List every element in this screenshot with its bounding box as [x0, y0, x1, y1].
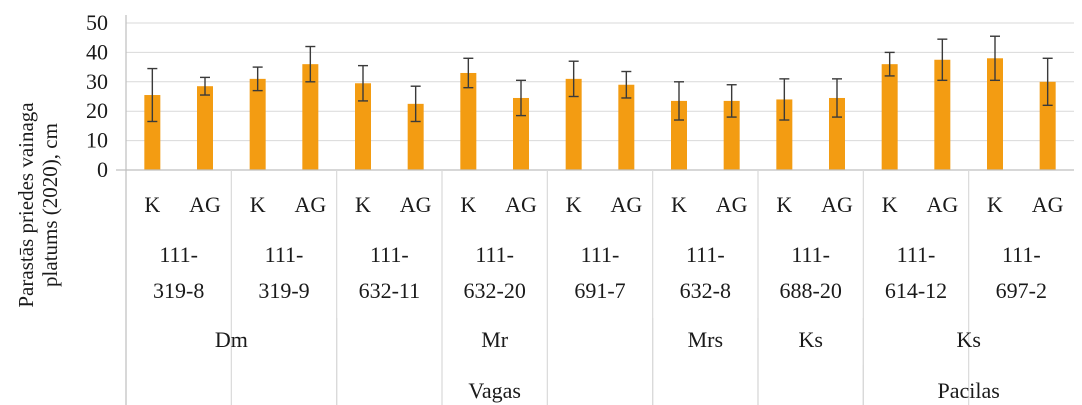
error-bar-9	[568, 60, 579, 98]
bar-11	[671, 100, 687, 170]
bar-3	[249, 78, 266, 170]
y-tick-label: 30	[86, 69, 108, 94]
error-bar-10	[621, 70, 632, 99]
x-tick-label: K	[355, 192, 371, 217]
error-bar-1	[147, 67, 158, 123]
error-bar-11	[674, 81, 684, 121]
error-bar-14	[832, 78, 842, 118]
x-tick-label: K	[987, 192, 1003, 217]
bar-16	[934, 59, 951, 170]
y-axis-ticks: 0 10 20 30 40 50	[86, 10, 108, 182]
error-bar-17	[990, 35, 1000, 82]
x-tick-label: AG	[610, 192, 642, 217]
x-tick-label: K	[250, 192, 266, 217]
y-tick-label: 40	[86, 39, 108, 64]
forest-type-label-4: Ks	[798, 327, 822, 352]
gridlines	[126, 22, 1074, 142]
y-axis-label-line-1: Parastās priedes vainaga	[14, 102, 38, 308]
clone-label-5: 111-691-7	[574, 242, 625, 303]
forest-type-label-3: Mrs	[688, 327, 723, 352]
error-bar-2	[200, 76, 210, 96]
x-tick-label: K	[144, 192, 160, 217]
bar-17	[987, 58, 1003, 170]
x-tick-label: AG	[926, 192, 958, 217]
bar-4	[302, 64, 319, 170]
error-bar-4	[305, 45, 316, 83]
y-axis-label-line-2: platums (2020), cm	[38, 123, 62, 287]
y-tick-label: 20	[86, 98, 108, 123]
x-tick-label: K	[566, 192, 582, 217]
bars	[144, 58, 1056, 170]
bar-1	[144, 95, 161, 170]
error-bar-18	[1042, 57, 1053, 107]
x-tick-label: K	[776, 192, 792, 217]
error-bar-6	[410, 85, 421, 123]
region-label-1: Vagas	[468, 378, 521, 403]
bar-18	[1039, 81, 1056, 170]
y-tick-label: 0	[97, 157, 108, 182]
bar-10	[618, 84, 635, 170]
region-label-2: Pacilas	[938, 378, 1000, 403]
bar-2	[197, 86, 213, 170]
y-axis-label: Parastās priedes vainaga platums (2020), …	[14, 102, 62, 308]
y-tick-label: 10	[86, 128, 108, 153]
x-tick-label: AG	[821, 192, 853, 217]
error-bar-12	[726, 84, 737, 118]
clone-label-4: 111-632-20	[464, 242, 526, 303]
clone-label-9: 111-697-2	[996, 242, 1047, 303]
x-tick-label: K	[671, 192, 687, 217]
error-bar-15	[884, 51, 895, 77]
clone-label-2: 111-319-9	[258, 242, 309, 303]
forest-type-label-1: Dm	[215, 327, 248, 352]
error-bar-3	[252, 66, 263, 92]
bar-5	[355, 83, 371, 170]
y-tick-label: 50	[86, 10, 108, 35]
bar-13	[776, 99, 793, 170]
error-bar-8	[516, 79, 526, 117]
x-axis-categories: K AG K AG K AG K AG K AG K AG K AG K AG K AG	[144, 192, 1063, 217]
bar-15	[881, 64, 898, 170]
forest-type-label-5: Ks	[956, 327, 980, 352]
clone-label-3: 111-632-11	[359, 242, 421, 303]
forest-type-label-2: Mr	[481, 327, 509, 352]
error-bar-7	[463, 57, 474, 89]
x-tick-label: K	[882, 192, 898, 217]
x-tick-label: AG	[505, 192, 537, 217]
error-bar-13	[779, 78, 790, 121]
bar-12	[723, 100, 740, 170]
x-tick-label: AG	[1032, 192, 1064, 217]
clone-label-8: 111-614-12	[885, 242, 947, 303]
x-tick-label: AG	[294, 192, 326, 217]
x-tick-label: AG	[400, 192, 432, 217]
axes	[116, 15, 1074, 405]
bar-6	[407, 103, 424, 170]
x-tick-label: AG	[716, 192, 748, 217]
clone-label-1: 111-319-8	[153, 242, 204, 303]
x-axis-group-labels: 111-319-8 111-319-9 111-632-11 111-632-20 11…	[153, 170, 1047, 405]
error-bar-5	[358, 64, 368, 102]
clone-label-7: 111-688-20	[780, 242, 842, 303]
error-bars	[147, 35, 1053, 123]
bar-14	[829, 97, 845, 170]
error-bar-16	[937, 38, 948, 82]
x-tick-label: K	[460, 192, 476, 217]
bar-9	[565, 78, 582, 170]
clone-label-6: 111-632-8	[680, 242, 731, 303]
bar-7	[460, 72, 477, 170]
x-tick-label: AG	[189, 192, 221, 217]
